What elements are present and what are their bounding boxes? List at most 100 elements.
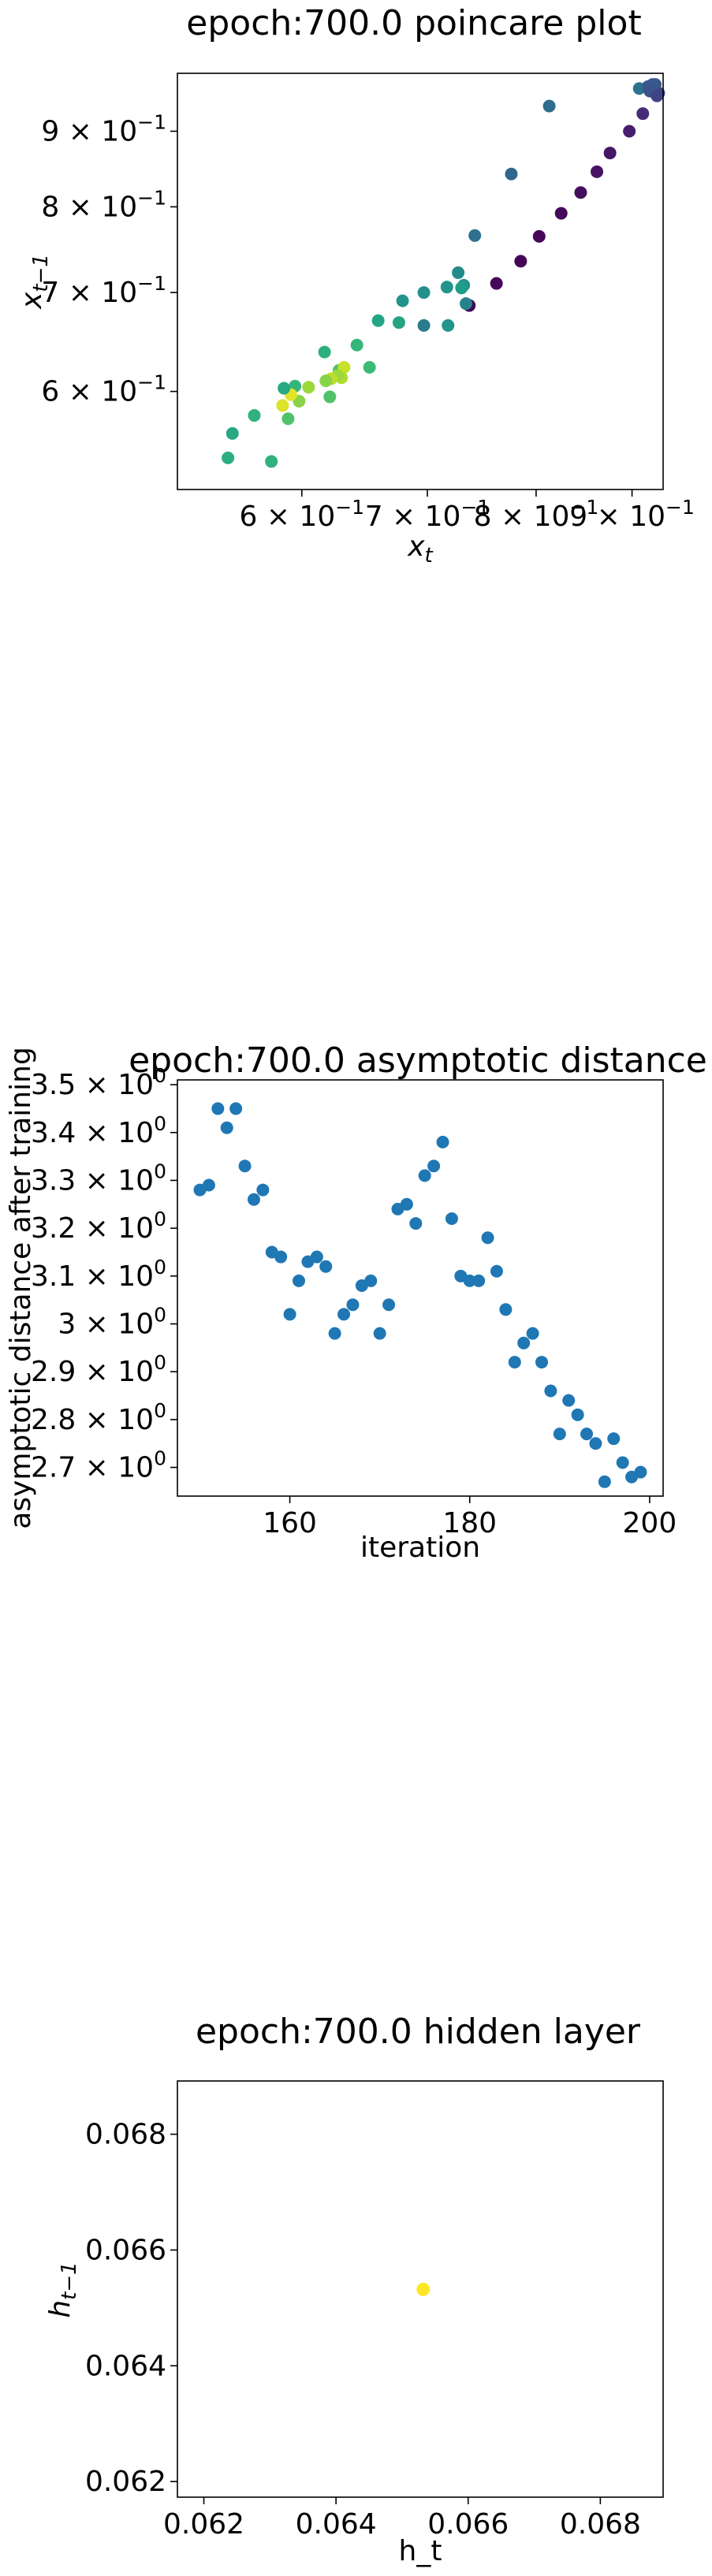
asymptotic-point — [337, 1308, 351, 1321]
poincare-point — [392, 316, 405, 329]
poincare-point — [442, 318, 455, 332]
hidden-layer-chart: epoch:700.0 hidden layer 0.062 0.064 0.066… — [44, 2012, 664, 2567]
poincare-y-axis-label: xt−1 — [16, 254, 53, 310]
y-tick-label: 6 × 10−1 — [41, 371, 166, 408]
asymptotic-point — [580, 1428, 594, 1441]
poincare-point — [505, 167, 518, 181]
asymptotic-point — [373, 1327, 386, 1340]
asymptotic-point — [544, 1384, 557, 1398]
poincare-point — [363, 360, 376, 374]
asymptotic-y-ticks: 2.7 × 100 2.8 × 100 2.9 × 100 3 × 100 3.1 × … — [31, 1064, 177, 1484]
poincare-point — [468, 229, 482, 242]
x-tick-label: 7 × 10−1 — [365, 496, 490, 533]
asymptotic-distance-chart: epoch:700.0 asymptotic distance 160 180 20… — [5, 1040, 707, 1564]
poincare-point — [542, 99, 556, 113]
poincare-point — [323, 390, 337, 404]
asymptotic-point — [553, 1428, 566, 1441]
x-tick-label: 0.066 — [427, 2508, 509, 2541]
poincare-point — [417, 318, 431, 332]
poincare-point — [417, 286, 431, 300]
poincare-point — [396, 294, 409, 307]
x-tick-label: 200 — [623, 1507, 677, 1539]
asymptotic-point — [436, 1135, 449, 1148]
asymptotic-point — [472, 1274, 486, 1287]
hidden-layer-y-axis-label: ht−1 — [44, 2261, 81, 2317]
y-tick-label: 3 × 100 — [58, 1304, 166, 1341]
poincare-point — [302, 381, 315, 394]
y-tick-label: 2.9 × 100 — [31, 1351, 166, 1388]
hidden-layer-point — [416, 2282, 431, 2296]
poincare-point — [636, 107, 650, 121]
asymptotic-point — [427, 1160, 441, 1173]
poincare-axes-frame — [177, 73, 664, 490]
y-tick-label: 3.5 × 100 — [31, 1064, 166, 1101]
poincare-point — [459, 297, 472, 311]
y-tick-label: 3.2 × 100 — [31, 1208, 166, 1245]
asymptotic-point — [634, 1465, 647, 1479]
asymptotic-y-axis-label: asymptotic distance after training — [5, 1047, 37, 1529]
x-tick-label: 0.062 — [163, 2508, 244, 2541]
x-tick-label: 9 × 10−1 — [569, 496, 695, 533]
y-tick-label: 0.062 — [85, 2466, 166, 2498]
poincare-points — [222, 78, 665, 468]
asymptotic-point — [346, 1298, 360, 1312]
poincare-point — [226, 426, 239, 440]
asymptotic-x-axis-label: iteration — [360, 1532, 480, 1564]
asymptotic-point — [319, 1260, 333, 1273]
asymptotic-title: epoch:700.0 asymptotic distance — [129, 1040, 707, 1081]
asymptotic-points — [193, 1102, 647, 1488]
asymptotic-point — [220, 1121, 233, 1134]
asymptotic-point — [508, 1356, 521, 1369]
y-tick-label: 0.068 — [85, 2119, 166, 2151]
asymptotic-point — [211, 1102, 225, 1115]
y-tick-label: 3.4 × 100 — [31, 1112, 166, 1149]
poincare-point — [222, 451, 235, 464]
poincare-point — [350, 338, 363, 352]
asymptotic-point — [418, 1169, 431, 1182]
y-tick-label: 0.064 — [85, 2350, 166, 2382]
asymptotic-point — [571, 1408, 584, 1421]
y-tick-label: 8 × 10−1 — [41, 186, 166, 223]
poincare-point — [554, 207, 568, 220]
asymptotic-point — [409, 1217, 423, 1230]
poincare-point — [591, 165, 604, 178]
asymptotic-point — [499, 1303, 513, 1316]
asymptotic-point — [382, 1298, 396, 1312]
poincare-x-axis-label: xt — [407, 530, 433, 568]
x-tick-label: 160 — [263, 1507, 317, 1539]
asymptotic-axes-frame — [177, 1079, 664, 1497]
asymptotic-point — [247, 1193, 260, 1206]
asymptotic-point — [598, 1475, 611, 1488]
x-tick-label: 8 × 10−1 — [474, 496, 599, 533]
asymptotic-point — [562, 1394, 576, 1407]
poincare-point — [440, 281, 453, 294]
asymptotic-point — [517, 1336, 531, 1349]
poincare-y-ticks: 6 × 10−1 7 × 10−1 8 × 10−1 9 × 10−1 — [41, 110, 177, 408]
y-tick-label: 2.8 × 100 — [31, 1399, 166, 1436]
asymptotic-point — [256, 1183, 270, 1197]
asymptotic-point — [310, 1250, 323, 1264]
hidden-layer-x-ticks: 0.062 0.064 0.066 0.068 — [163, 2497, 641, 2541]
poincare-point — [281, 412, 295, 426]
poincare-title: epoch:700.0 poincare plot — [186, 3, 641, 43]
poincare-point — [650, 89, 664, 102]
asymptotic-point — [238, 1160, 252, 1173]
asymptotic-point — [293, 1274, 305, 1287]
asymptotic-point — [616, 1456, 629, 1469]
hidden-layer-title: epoch:700.0 hidden layer — [196, 2012, 641, 2052]
poincare-point — [452, 266, 465, 279]
poincare-point — [490, 277, 503, 290]
asymptotic-point — [364, 1274, 378, 1287]
y-tick-label: 7 × 10−1 — [41, 272, 166, 309]
poincare-point — [623, 125, 636, 138]
hidden-layer-y-ticks: 0.062 0.064 0.066 0.068 — [85, 2119, 177, 2498]
poincare-point — [532, 229, 546, 243]
asymptotic-point — [400, 1197, 413, 1211]
asymptotic-point — [589, 1437, 602, 1450]
poincare-point — [276, 399, 289, 412]
asymptotic-point — [445, 1212, 458, 1225]
y-tick-label: 0.066 — [85, 2234, 166, 2266]
poincare-chart: epoch:700.0 poincare plot 6 × 10−1 7 × 10… — [16, 3, 695, 568]
y-tick-label: 2.7 × 100 — [31, 1447, 166, 1484]
asymptotic-point — [490, 1264, 503, 1278]
